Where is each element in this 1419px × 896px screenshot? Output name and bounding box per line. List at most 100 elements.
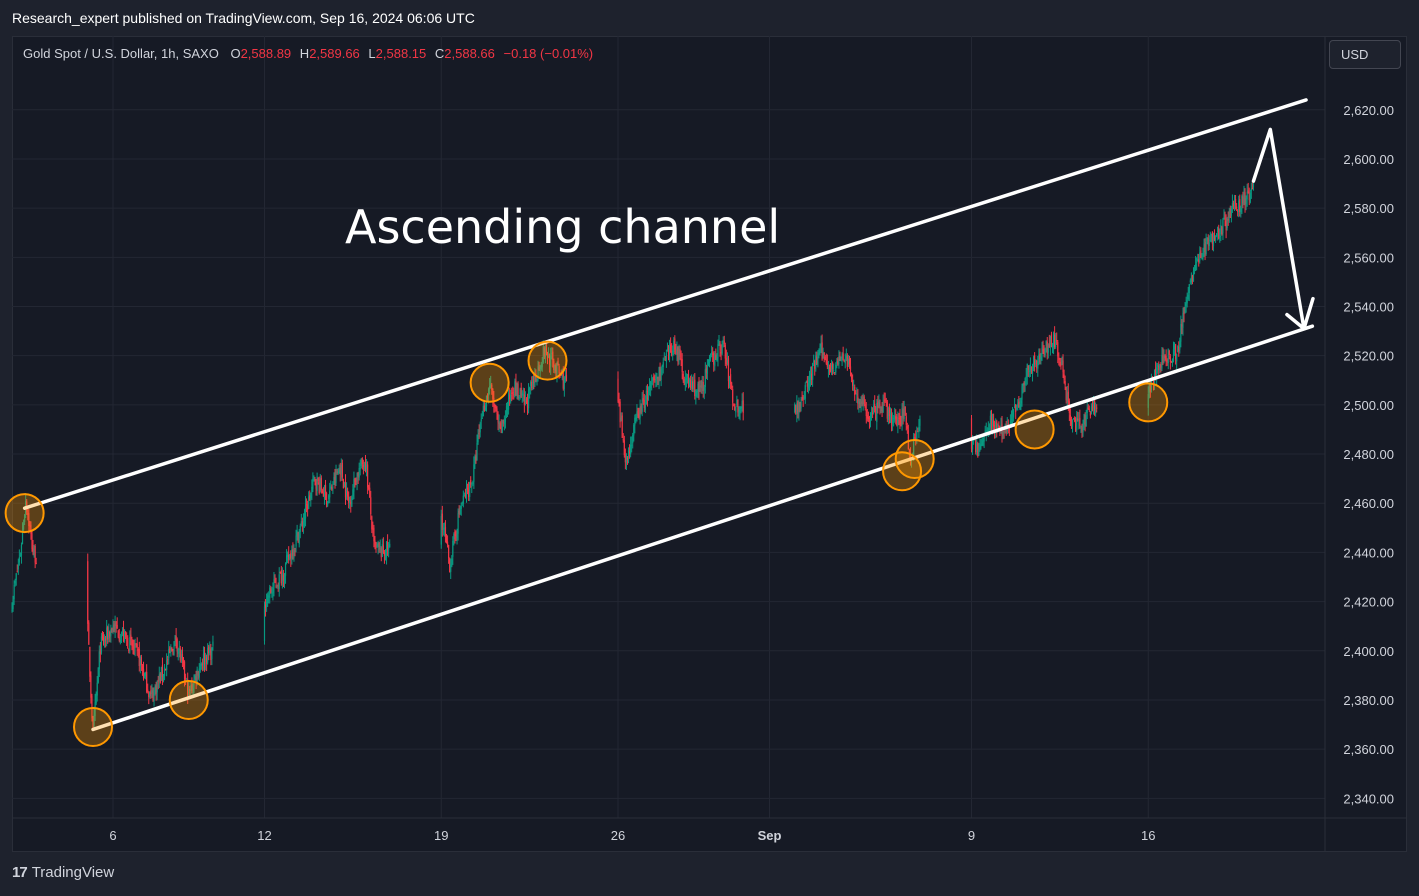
candle-body xyxy=(1173,346,1176,350)
candle-body xyxy=(1091,405,1094,410)
candle-body xyxy=(1024,378,1026,386)
candle-body xyxy=(809,373,812,380)
candle-body xyxy=(1230,208,1232,216)
chart-pane[interactable] xyxy=(12,36,1407,852)
candle-body xyxy=(1248,191,1250,201)
candle-body xyxy=(483,405,485,412)
candle-body xyxy=(338,469,340,473)
candle-body xyxy=(1022,384,1024,386)
candle-body xyxy=(635,416,637,420)
candle-body xyxy=(552,351,554,361)
candle-body xyxy=(333,476,335,485)
candle-body xyxy=(1182,312,1184,328)
candle-body xyxy=(24,514,26,522)
candle-body xyxy=(188,688,190,697)
candle-body xyxy=(800,398,802,409)
candle-body xyxy=(741,400,743,408)
candle-body xyxy=(1047,345,1049,353)
candle-body xyxy=(860,399,862,410)
candle-body xyxy=(1176,354,1178,362)
candle-body xyxy=(1181,324,1183,327)
candle-body xyxy=(452,540,454,557)
candle-body xyxy=(99,649,101,654)
candle-body xyxy=(196,669,198,683)
candle-body xyxy=(975,439,977,453)
tradingview-footer[interactable]: 17 TradingView xyxy=(12,864,114,881)
candle-body xyxy=(556,362,558,375)
candle-body xyxy=(880,407,882,409)
candle-body xyxy=(805,381,807,383)
candle-body xyxy=(16,571,18,573)
candle-body xyxy=(204,655,207,662)
currency-button[interactable]: USD xyxy=(1329,40,1401,69)
candle-body xyxy=(481,417,483,419)
candle-body xyxy=(819,346,821,348)
candle-body xyxy=(1213,236,1216,240)
candle-body xyxy=(1180,323,1182,342)
candle-body xyxy=(661,365,663,367)
candle-body xyxy=(143,673,146,676)
candle-body xyxy=(995,422,997,433)
candle-body xyxy=(173,641,175,656)
candle-body xyxy=(147,689,149,693)
candle-body xyxy=(169,647,171,653)
candle-body xyxy=(332,486,334,489)
candle-body xyxy=(1247,190,1249,194)
candle-body xyxy=(176,639,178,652)
candle-body xyxy=(150,690,152,694)
candle-body xyxy=(873,405,875,414)
candle-body xyxy=(382,545,384,554)
candle-body xyxy=(557,360,559,365)
candle-body xyxy=(1032,357,1035,368)
candle-body xyxy=(325,493,328,505)
candle-body xyxy=(385,541,388,558)
candle-body xyxy=(1089,412,1091,416)
candle-body xyxy=(22,523,25,530)
candle-body xyxy=(490,384,492,388)
candle-body xyxy=(1028,370,1030,372)
candle-body xyxy=(977,443,979,457)
candle-body xyxy=(131,640,133,646)
candle-body xyxy=(189,689,191,692)
candle-body xyxy=(859,403,861,408)
candle-body xyxy=(331,486,333,490)
candle-body xyxy=(905,416,907,425)
candle-body xyxy=(345,488,348,496)
candle-body xyxy=(192,687,194,691)
touch-point-marker xyxy=(527,340,568,381)
candle-body xyxy=(386,542,389,551)
candle-body xyxy=(901,408,903,426)
candle-body xyxy=(472,482,474,484)
candle-body xyxy=(1183,311,1185,315)
candle-body xyxy=(1206,238,1208,242)
candle-body xyxy=(1071,419,1074,427)
candle-body xyxy=(1220,225,1222,235)
candle-body xyxy=(650,381,652,388)
candle-body xyxy=(714,354,716,367)
candle-body xyxy=(914,437,916,439)
candle-body xyxy=(341,462,343,478)
candle-body xyxy=(549,355,551,365)
candle-body xyxy=(642,398,644,402)
forecast-arrow-head xyxy=(1285,296,1315,331)
candle-body xyxy=(1065,386,1067,401)
candle-body xyxy=(486,396,489,398)
candle-body xyxy=(1163,356,1165,362)
candle-body xyxy=(461,502,463,504)
candle-body xyxy=(1090,406,1093,414)
candle-body xyxy=(862,398,864,406)
candle-body xyxy=(157,679,159,682)
candle-body xyxy=(1018,401,1020,408)
candle-body xyxy=(622,439,624,441)
candle-body xyxy=(688,379,691,387)
candle-body xyxy=(1092,399,1095,409)
candle-body xyxy=(175,635,177,642)
candle-body xyxy=(516,385,518,396)
candle-body xyxy=(618,400,620,404)
candle-body xyxy=(284,563,287,576)
symbol-legend[interactable]: Gold Spot / U.S. Dollar, 1h, SAXO O2,588… xyxy=(23,46,593,61)
candle-body xyxy=(1223,217,1225,219)
candle-body xyxy=(111,627,113,631)
candle-body xyxy=(202,653,205,665)
